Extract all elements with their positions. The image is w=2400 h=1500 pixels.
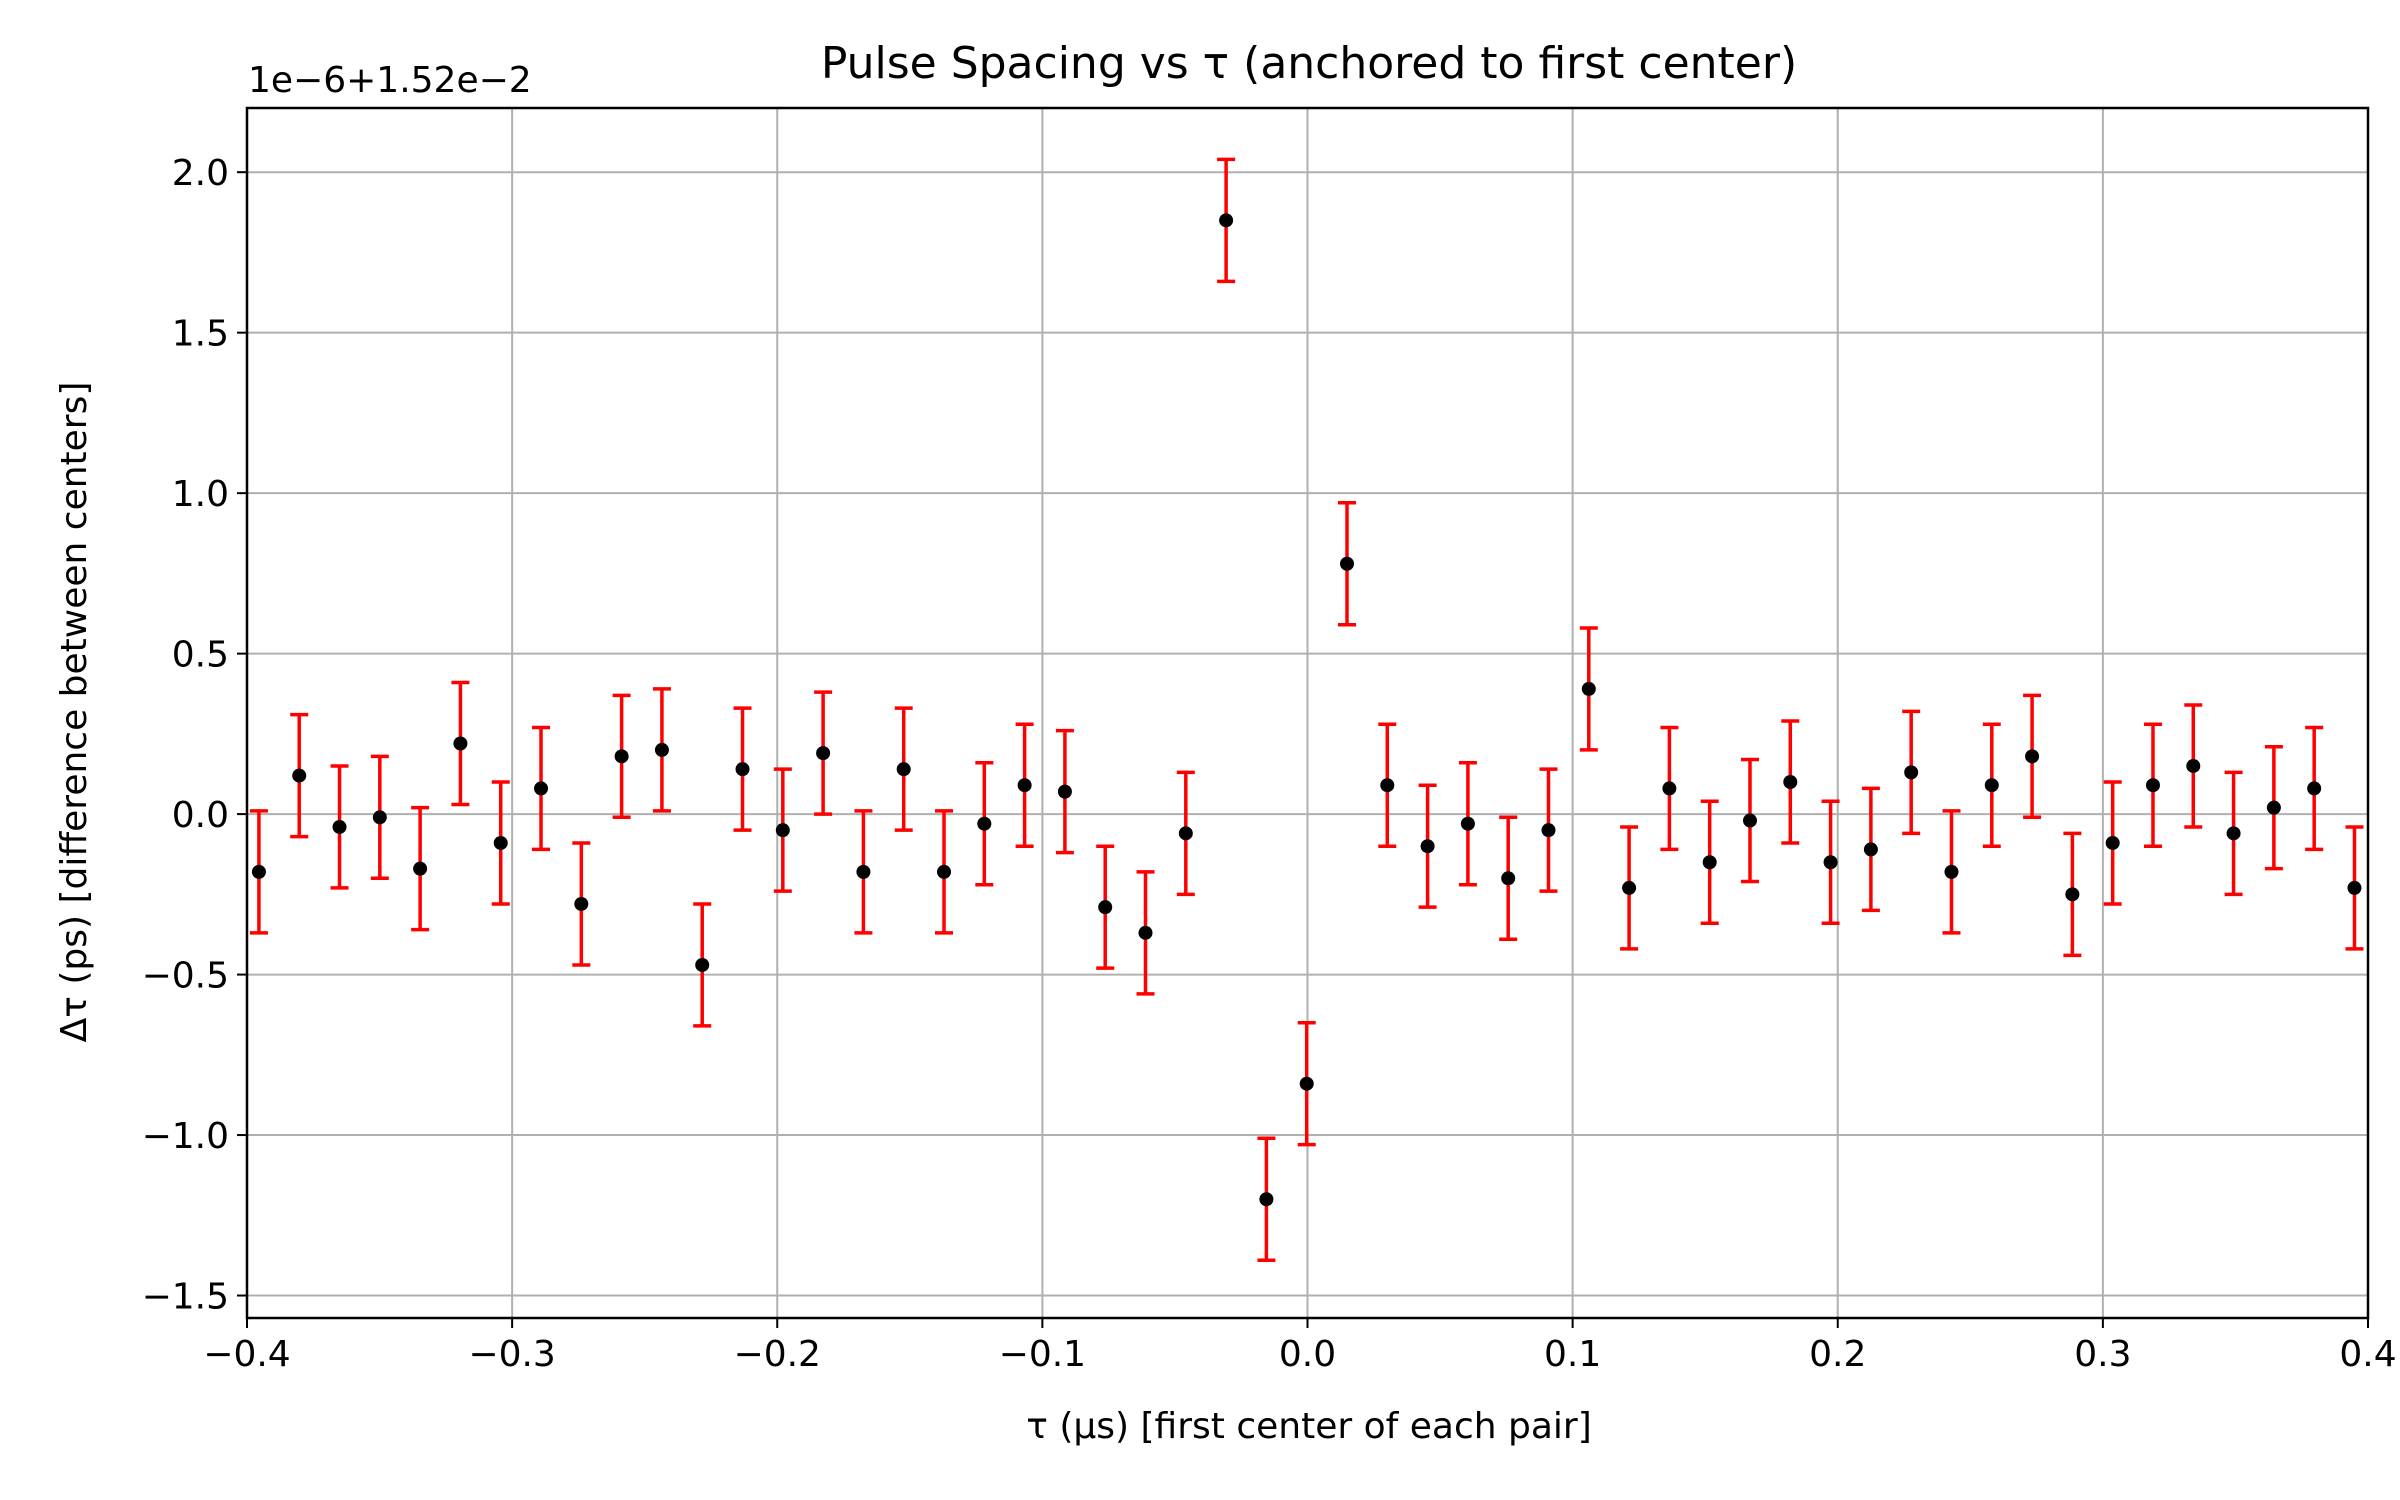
data-point: [2105, 835, 2120, 850]
data-point: [1017, 778, 1032, 793]
data-point: [2145, 778, 2160, 793]
data-point: [1944, 864, 1959, 879]
y-tick-label: 2.0: [172, 153, 229, 194]
data-point: [1299, 1076, 1314, 1091]
y-axis-ticks: −1.5 −1.0 −0.5 0.0 0.5 1.0 1.5 2.0: [142, 153, 247, 1318]
data-point: [775, 823, 790, 838]
y-tick-label: 1.5: [172, 314, 229, 355]
y-axis-offset-label: 1e−6+1.52e−2: [248, 60, 532, 101]
data-point: [856, 864, 871, 879]
data-point: [937, 864, 952, 879]
data-point: [1219, 213, 1234, 228]
x-tick-label: 0.4: [2339, 1334, 2396, 1375]
data-point: [1783, 775, 1798, 790]
data-point: [372, 810, 387, 825]
data-point: [2226, 826, 2241, 841]
data-point: [1460, 816, 1475, 831]
data-point: [1178, 826, 1193, 841]
x-axis-ticks: −0.4 −0.3 −0.2 −0.1 0.0 0.1 0.2 0.3 0.4: [203, 1318, 2397, 1375]
y-tick-label: −1.5: [142, 1277, 229, 1318]
data-point: [1340, 556, 1355, 571]
data-point: [534, 781, 549, 796]
x-tick-label: 0.2: [1809, 1334, 1866, 1375]
data-points: [251, 213, 2362, 1207]
data-point: [1742, 813, 1757, 828]
data-point: [453, 736, 468, 751]
x-tick-label: −0.4: [203, 1334, 290, 1375]
data-point: [1581, 681, 1596, 696]
data-point: [2347, 880, 2362, 895]
data-point: [735, 762, 750, 777]
data-point: [332, 819, 347, 834]
grid: [246, 108, 2369, 1318]
chart-title: Pulse Spacing vs τ (anchored to first ce…: [821, 38, 1797, 89]
data-point: [1420, 839, 1435, 854]
data-point: [493, 835, 508, 850]
data-point: [2186, 758, 2201, 773]
x-tick-label: 0.1: [1544, 1334, 1601, 1375]
x-tick-label: −0.3: [468, 1334, 555, 1375]
data-point: [1702, 855, 1717, 870]
data-point: [574, 896, 589, 911]
y-tick-label: 1.0: [172, 474, 229, 515]
y-axis-label: Δτ (ps) [difference between centers]: [54, 382, 95, 1043]
x-tick-label: −0.1: [999, 1334, 1086, 1375]
x-axis-label: τ (μs) [first center of each pair]: [1026, 1406, 1592, 1447]
data-point: [1662, 781, 1677, 796]
y-tick-label: −0.5: [142, 956, 229, 997]
data-point: [1259, 1192, 1274, 1207]
data-point: [896, 762, 911, 777]
data-point: [251, 864, 266, 879]
data-point: [1984, 778, 1999, 793]
data-point: [1823, 855, 1838, 870]
data-point: [1057, 784, 1072, 799]
x-tick-label: 0.3: [2074, 1334, 2131, 1375]
y-tick-label: −1.0: [142, 1116, 229, 1157]
data-point: [2307, 781, 2322, 796]
x-tick-label: −0.2: [734, 1334, 821, 1375]
data-point: [977, 816, 992, 831]
data-point: [1380, 778, 1395, 793]
data-point: [614, 749, 629, 764]
data-point: [1501, 871, 1516, 886]
data-point: [1138, 925, 1153, 940]
data-point: [2025, 749, 2040, 764]
data-point: [654, 742, 669, 757]
data-point: [1098, 900, 1113, 915]
y-tick-label: 0.0: [172, 795, 229, 836]
data-point: [816, 746, 831, 761]
data-point: [1863, 842, 1878, 857]
data-point: [1904, 765, 1919, 780]
data-point: [695, 957, 710, 972]
data-point: [1622, 880, 1637, 895]
x-tick-label: 0.0: [1279, 1334, 1336, 1375]
data-point: [292, 768, 307, 783]
data-point: [1541, 823, 1556, 838]
data-point: [413, 861, 428, 876]
data-point: [2266, 800, 2281, 815]
data-point: [2065, 887, 2080, 902]
y-tick-label: 0.5: [172, 635, 229, 676]
